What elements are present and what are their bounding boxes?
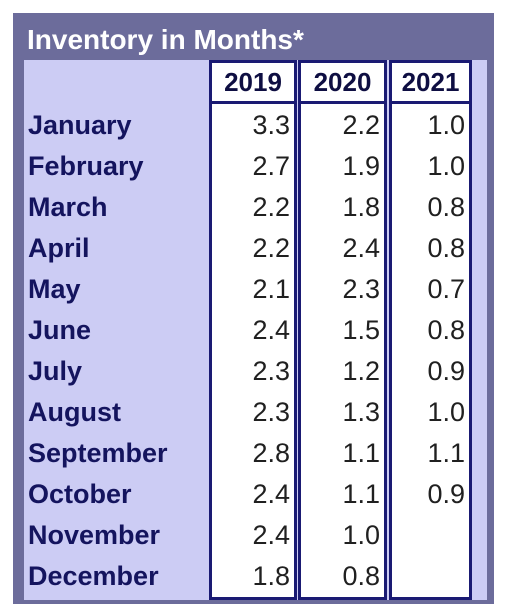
table-cell: 2.4	[342, 233, 380, 263]
table-frame: Inventory in Months* 2019 3.3 2.7 2.2 2.2 2.1…	[13, 13, 494, 604]
row-label: November	[28, 520, 161, 550]
column-2021: 2021 1.0 1.0 0.8 0.8 0.7 0.8 0.9 1.0 1.1 0.9	[389, 60, 472, 600]
table-cell: 0.8	[342, 561, 380, 591]
table-cell: 2.4	[252, 520, 290, 550]
table-cell: 2.7	[252, 151, 290, 181]
table-cell: 0.9	[427, 356, 465, 386]
column-2019: 2019 3.3 2.7 2.2 2.2 2.1 2.4 2.3 2.3 2.8 2.4 2.4 1.8	[209, 60, 297, 600]
row-label: September	[28, 438, 168, 468]
row-label: October	[28, 479, 132, 509]
table-cell: 2.4	[252, 315, 290, 345]
table-cell: 1.9	[342, 151, 380, 181]
table-cell: 1.1	[342, 479, 380, 509]
row-label: April	[28, 233, 90, 263]
column-header: 2019	[224, 67, 282, 97]
table-cell: 0.8	[427, 315, 465, 345]
row-label: July	[28, 356, 83, 386]
table-cell: 0.7	[427, 274, 465, 304]
table-cell: 2.2	[252, 233, 290, 263]
table-title: Inventory in Months*	[27, 24, 304, 55]
table-cell: 1.3	[342, 397, 380, 427]
table-cell: 1.1	[427, 438, 465, 468]
table-cell: 2.2	[342, 110, 380, 140]
header-divider	[212, 101, 294, 104]
column-2020: 2020 2.2 1.9 1.8 2.4 2.3 1.5 1.2 1.3 1.1 1.1 1.0 0.8	[298, 60, 387, 600]
table-cell: 1.8	[252, 561, 290, 591]
table-body: 2019 3.3 2.7 2.2 2.2 2.1 2.4 2.3 2.3 2.8 2.4 2.4 1.8…	[24, 60, 487, 600]
column-header: 2020	[313, 67, 372, 97]
table-cell: 0.8	[427, 233, 465, 263]
row-label: January	[28, 110, 132, 140]
table-cell: 1.0	[427, 151, 465, 181]
table-cell: 2.3	[252, 397, 290, 427]
row-label: March	[28, 192, 108, 222]
table-cell: 1.1	[342, 438, 380, 468]
row-label: June	[28, 315, 92, 345]
header-divider	[392, 101, 469, 104]
table-cell: 1.8	[342, 192, 380, 222]
row-label: May	[28, 274, 81, 304]
table-cell	[392, 515, 465, 556]
table-cell: 1.0	[427, 110, 465, 140]
table-cell: 3.3	[252, 110, 290, 140]
column-header: 2021	[401, 67, 460, 97]
table-cell: 1.0	[427, 397, 465, 427]
table-cell: 1.5	[342, 315, 380, 345]
table-cell: 1.2	[342, 356, 380, 386]
table-cell: 0.8	[427, 192, 465, 222]
row-label: December	[28, 561, 159, 591]
table-cell: 2.3	[342, 274, 380, 304]
table-cell: 1.0	[342, 520, 380, 550]
table-cell: 2.1	[252, 274, 290, 304]
header-divider	[301, 101, 384, 104]
table-cell	[392, 556, 465, 597]
table-cell: 0.9	[427, 479, 465, 509]
table-cell: 2.2	[252, 192, 290, 222]
table-cell: 2.8	[252, 438, 290, 468]
table-cell: 2.3	[252, 356, 290, 386]
row-label: February	[28, 151, 144, 181]
row-label: August	[28, 397, 121, 427]
table-cell: 2.4	[252, 479, 290, 509]
